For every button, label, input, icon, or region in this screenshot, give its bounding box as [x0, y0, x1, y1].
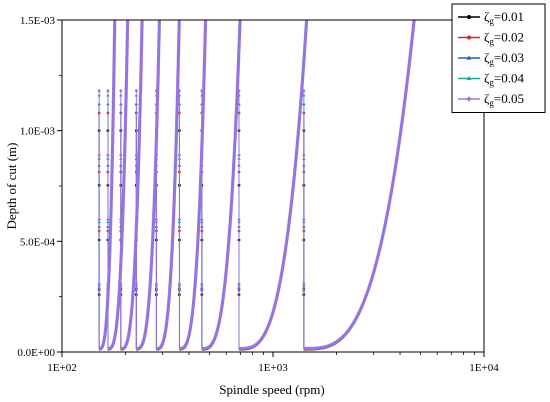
- y-tick-label: 5.0E-04: [20, 236, 56, 248]
- series-5-marker: [97, 217, 101, 222]
- y-tick-label: 0.0E+00: [17, 347, 55, 359]
- series-5-marker: [177, 217, 182, 222]
- series-5-marker: [97, 88, 101, 93]
- series-3-lobe-curve: [98, 20, 416, 350]
- series-5-marker: [106, 217, 110, 222]
- series-4-lobe-curve: [98, 20, 416, 350]
- series-5-marker: [177, 282, 182, 287]
- legend-label: ζg=0.03: [484, 50, 524, 67]
- series-2-lobe-curve: [98, 20, 416, 351]
- axes-layer: 1E+02 1E+03 1E+04 0.0E+00 5.0E-04 1.0E-03 1.5E…: [17, 15, 499, 374]
- series-5-marker: [154, 153, 159, 158]
- legend-item-3: ζg=0.03: [458, 50, 524, 67]
- y-tick-label: 1.5E-03: [20, 15, 56, 27]
- series-5-marker: [154, 282, 159, 287]
- series-5-marker: [200, 282, 204, 287]
- series-5-marker: [134, 282, 139, 287]
- legend-marker: [467, 15, 471, 19]
- series-5-marker: [106, 282, 110, 287]
- series-5: [97, 20, 416, 351]
- legend-marker: [466, 55, 472, 60]
- series-5-marker: [302, 153, 306, 158]
- series-5-marker: [134, 217, 139, 222]
- legend-item-2: ζg=0.02: [458, 30, 524, 47]
- series-5-marker: [134, 153, 139, 158]
- legend-label: ζg=0.02: [484, 30, 524, 47]
- series-4: [97, 20, 416, 350]
- legend-marker: [467, 35, 471, 40]
- x-axis-title: Spindle speed (rpm): [219, 382, 324, 397]
- series-5-marker: [119, 88, 123, 93]
- series-5-marker: [97, 282, 101, 287]
- legend-item-1: ζg=0.01: [458, 9, 524, 26]
- series-3: [97, 20, 416, 350]
- y-axis-title: Depth of cut (m): [4, 142, 19, 229]
- series-5-marker: [119, 282, 123, 287]
- series-1: [97, 20, 416, 351]
- series-5-marker: [200, 217, 204, 222]
- series-5-marker: [302, 88, 306, 93]
- series-5-marker: [237, 153, 241, 158]
- legend-label: ζg=0.05: [484, 91, 524, 108]
- legend-label: ζg=0.01: [484, 9, 524, 26]
- series-5-marker: [200, 88, 204, 93]
- series-5-marker: [302, 282, 306, 287]
- series-1-lobe-curve: [98, 20, 416, 351]
- legend-label: ζg=0.04: [484, 71, 524, 88]
- series-5-marker: [106, 153, 110, 158]
- series-5-marker: [237, 282, 241, 287]
- series-5-lobe-curve: [97, 20, 416, 351]
- series-5-marker: [119, 217, 123, 222]
- legend-item-5: ζg=0.05: [458, 91, 524, 108]
- legend-item-4: ζg=0.04: [458, 71, 524, 88]
- legend-marker: [466, 76, 472, 81]
- series-5-marker: [134, 88, 139, 93]
- x-tick-label: 1E+03: [258, 362, 288, 374]
- series-5-marker: [97, 153, 101, 158]
- series-5-marker: [154, 217, 159, 222]
- series-layer: [97, 20, 416, 351]
- series-5-marker: [237, 88, 241, 93]
- series-5-marker: [177, 153, 182, 158]
- series-5-marker: [302, 217, 306, 222]
- series-5-marker: [119, 153, 123, 158]
- x-tick-label: 1E+02: [47, 362, 76, 374]
- legend-marker: [466, 96, 472, 102]
- series-5-marker: [200, 153, 204, 158]
- y-tick-label: 1.0E-03: [20, 126, 56, 138]
- series-5-marker: [177, 88, 182, 93]
- series-5-marker: [154, 88, 159, 93]
- legend: ζg=0.01 ζg=0.02 ζg=0.03 ζg=0.04 ζg=0.05: [451, 3, 546, 113]
- series-5-marker: [237, 217, 241, 222]
- series-2: [97, 20, 416, 351]
- x-tick-label: 1E+04: [469, 362, 499, 374]
- series-5-marker: [106, 88, 110, 93]
